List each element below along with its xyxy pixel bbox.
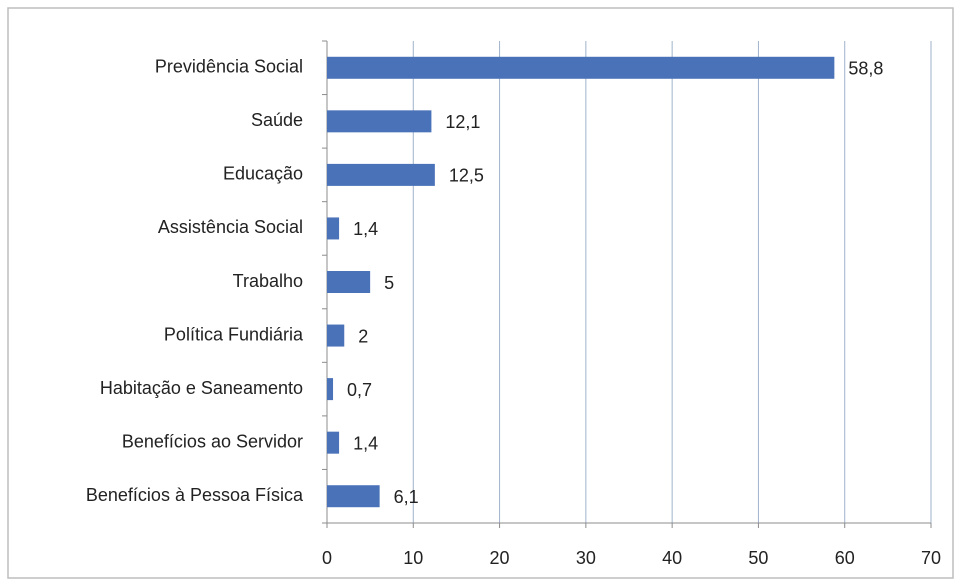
value-label: 2 (358, 326, 368, 346)
value-label: 5 (384, 273, 394, 293)
bar (327, 110, 432, 133)
bar (327, 431, 340, 454)
y-tick-label: Benefícios à Pessoa Física (86, 485, 304, 505)
y-tick-label: Política Fundiária (164, 324, 304, 344)
x-tick-label: 20 (490, 548, 510, 568)
value-label: 58,8 (848, 59, 883, 79)
y-tick-label: Previdência Social (155, 57, 303, 77)
x-tick-label: 0 (322, 548, 332, 568)
bar (327, 271, 371, 293)
x-tick-label: 40 (662, 548, 682, 568)
x-tick-label: 70 (921, 548, 941, 568)
x-tick-label: 60 (835, 548, 855, 568)
bar (327, 378, 334, 401)
bar (327, 324, 345, 347)
chart-frame (7, 7, 954, 579)
y-tick-label: Trabalho (233, 271, 303, 291)
bar (327, 163, 435, 186)
bar (327, 485, 380, 508)
bar (327, 217, 340, 240)
x-tick-label: 50 (748, 548, 768, 568)
x-tick-label: 30 (576, 548, 596, 568)
value-label: 1,4 (353, 219, 378, 239)
value-label: 6,1 (394, 487, 419, 507)
y-tick-label: Educação (223, 164, 303, 184)
value-label: 1,4 (353, 433, 378, 453)
value-label: 12,1 (445, 112, 480, 132)
value-label: 12,5 (449, 166, 484, 186)
y-tick-label: Assistência Social (158, 217, 303, 237)
bar (327, 56, 835, 79)
y-tick-label: Saúde (251, 110, 303, 130)
x-tick-label: 10 (403, 548, 423, 568)
y-tick-label: Benefícios ao Servidor (122, 431, 303, 451)
y-tick-label: Habitação e Saneamento (100, 378, 303, 398)
value-label: 0,7 (347, 380, 372, 400)
